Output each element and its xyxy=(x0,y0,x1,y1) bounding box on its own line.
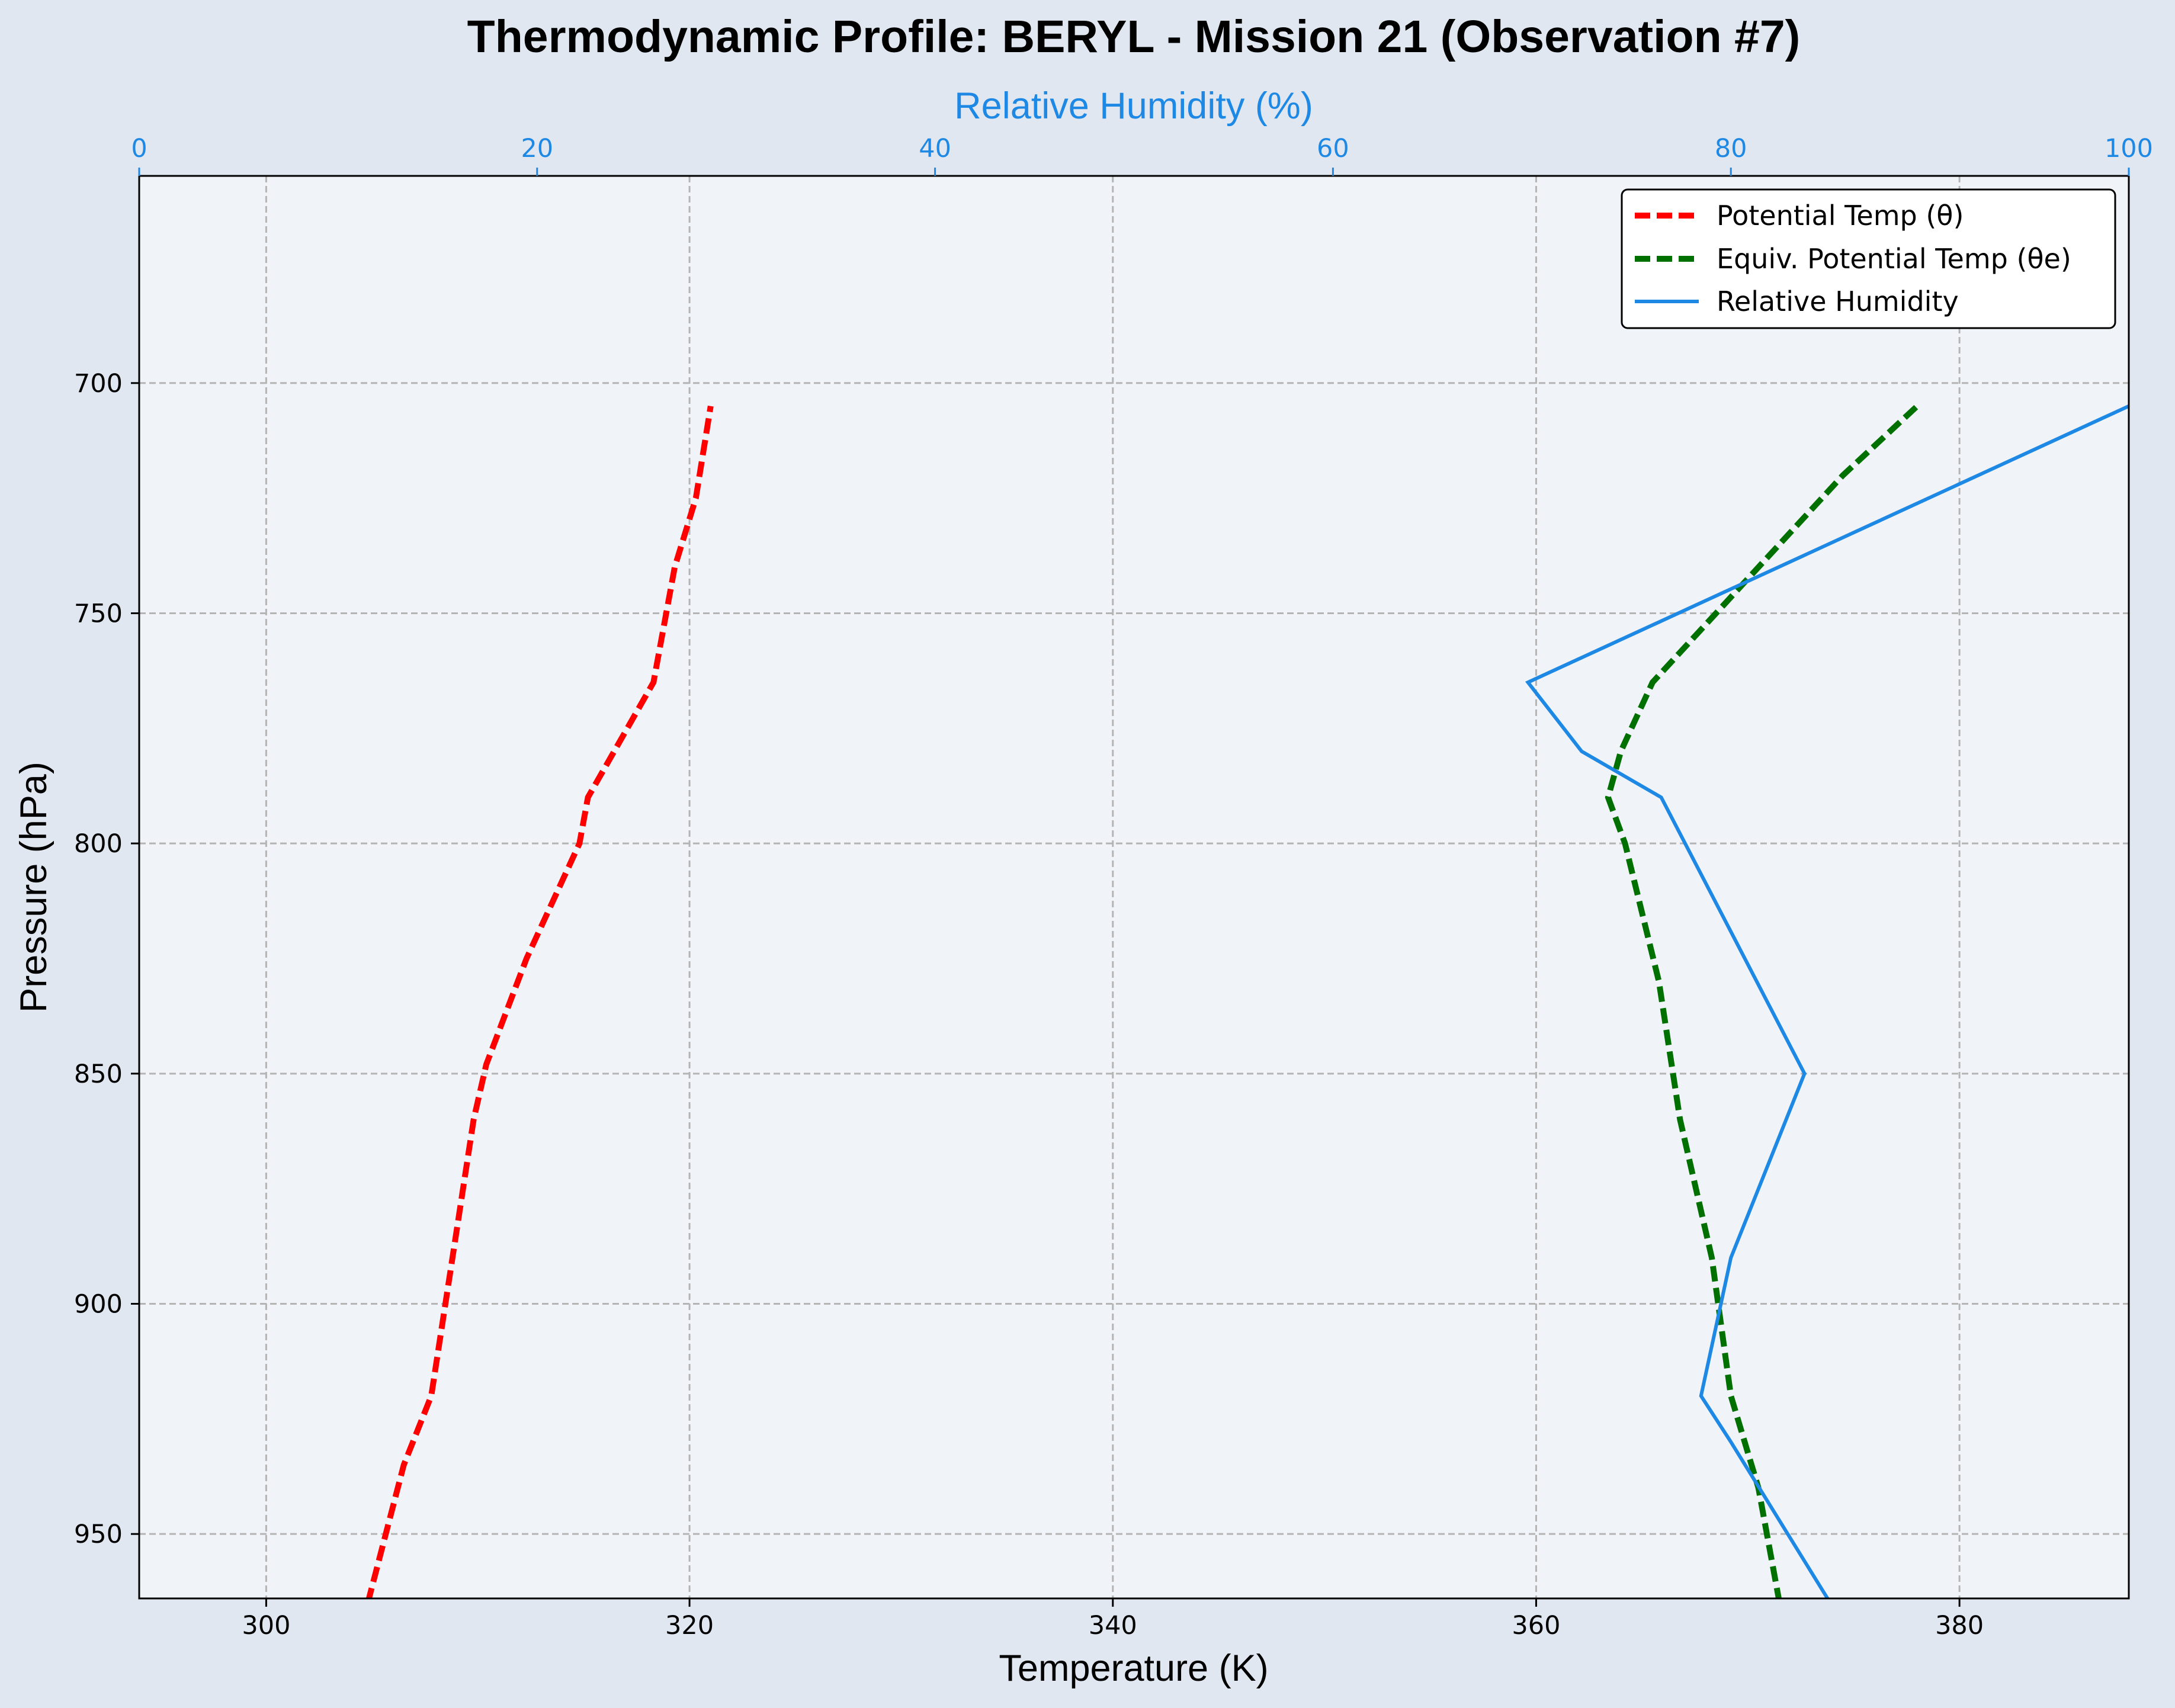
series-layer xyxy=(365,404,2129,1598)
x2-tick-label: 40 xyxy=(919,134,951,163)
x-tick-label: 320 xyxy=(665,1611,714,1640)
x2-axis-title: Relative Humidity (%) xyxy=(954,85,1313,127)
series-line-theta-e xyxy=(1605,404,1920,1598)
y-tick-label: 800 xyxy=(74,829,123,859)
y-tick-label: 850 xyxy=(74,1060,123,1089)
plot-frame xyxy=(138,175,2130,1600)
x-tick-label: 380 xyxy=(1935,1611,1984,1640)
y-tick-label: 750 xyxy=(74,599,123,628)
x-axis-title: Temperature (K) xyxy=(999,1648,1268,1689)
legend-frame xyxy=(1621,188,2116,329)
y-tick-label: 700 xyxy=(74,369,123,399)
legend-label-theta-e: Equiv. Potential Temp (θe) xyxy=(1717,243,2071,275)
x2-tick-label: 100 xyxy=(2105,134,2153,163)
tick-layer: 300 320 340 360 380 700 750 800 850 900 950 0 20 40 60… xyxy=(74,134,2153,1640)
x-tick-label: 340 xyxy=(1089,1611,1137,1640)
chart-title: Thermodynamic Profile: BERYL - Mission 2… xyxy=(467,11,1801,62)
x2-tick-label: 0 xyxy=(131,134,147,163)
plot-area xyxy=(139,176,2129,1598)
grid xyxy=(139,176,2129,1598)
x-tick-label: 300 xyxy=(242,1611,290,1640)
y-axis-title: Pressure (hPa) xyxy=(13,762,54,1013)
y-tick-label: 950 xyxy=(74,1520,123,1549)
x2-tick-label: 60 xyxy=(1317,134,1349,163)
legend-label-theta: Potential Temp (θ) xyxy=(1717,200,1964,232)
x-tick-label: 360 xyxy=(1512,1611,1560,1640)
series-line-rh xyxy=(1525,404,2129,1598)
legend-label-rh: Relative Humidity xyxy=(1717,285,1959,317)
x2-tick-label: 20 xyxy=(521,134,553,163)
x2-tick-label: 80 xyxy=(1715,134,1747,163)
legend: Potential Temp (θ) Equiv. Potential Temp… xyxy=(1621,188,2116,329)
y-tick-label: 900 xyxy=(74,1289,123,1319)
series-line-theta xyxy=(365,405,714,1598)
